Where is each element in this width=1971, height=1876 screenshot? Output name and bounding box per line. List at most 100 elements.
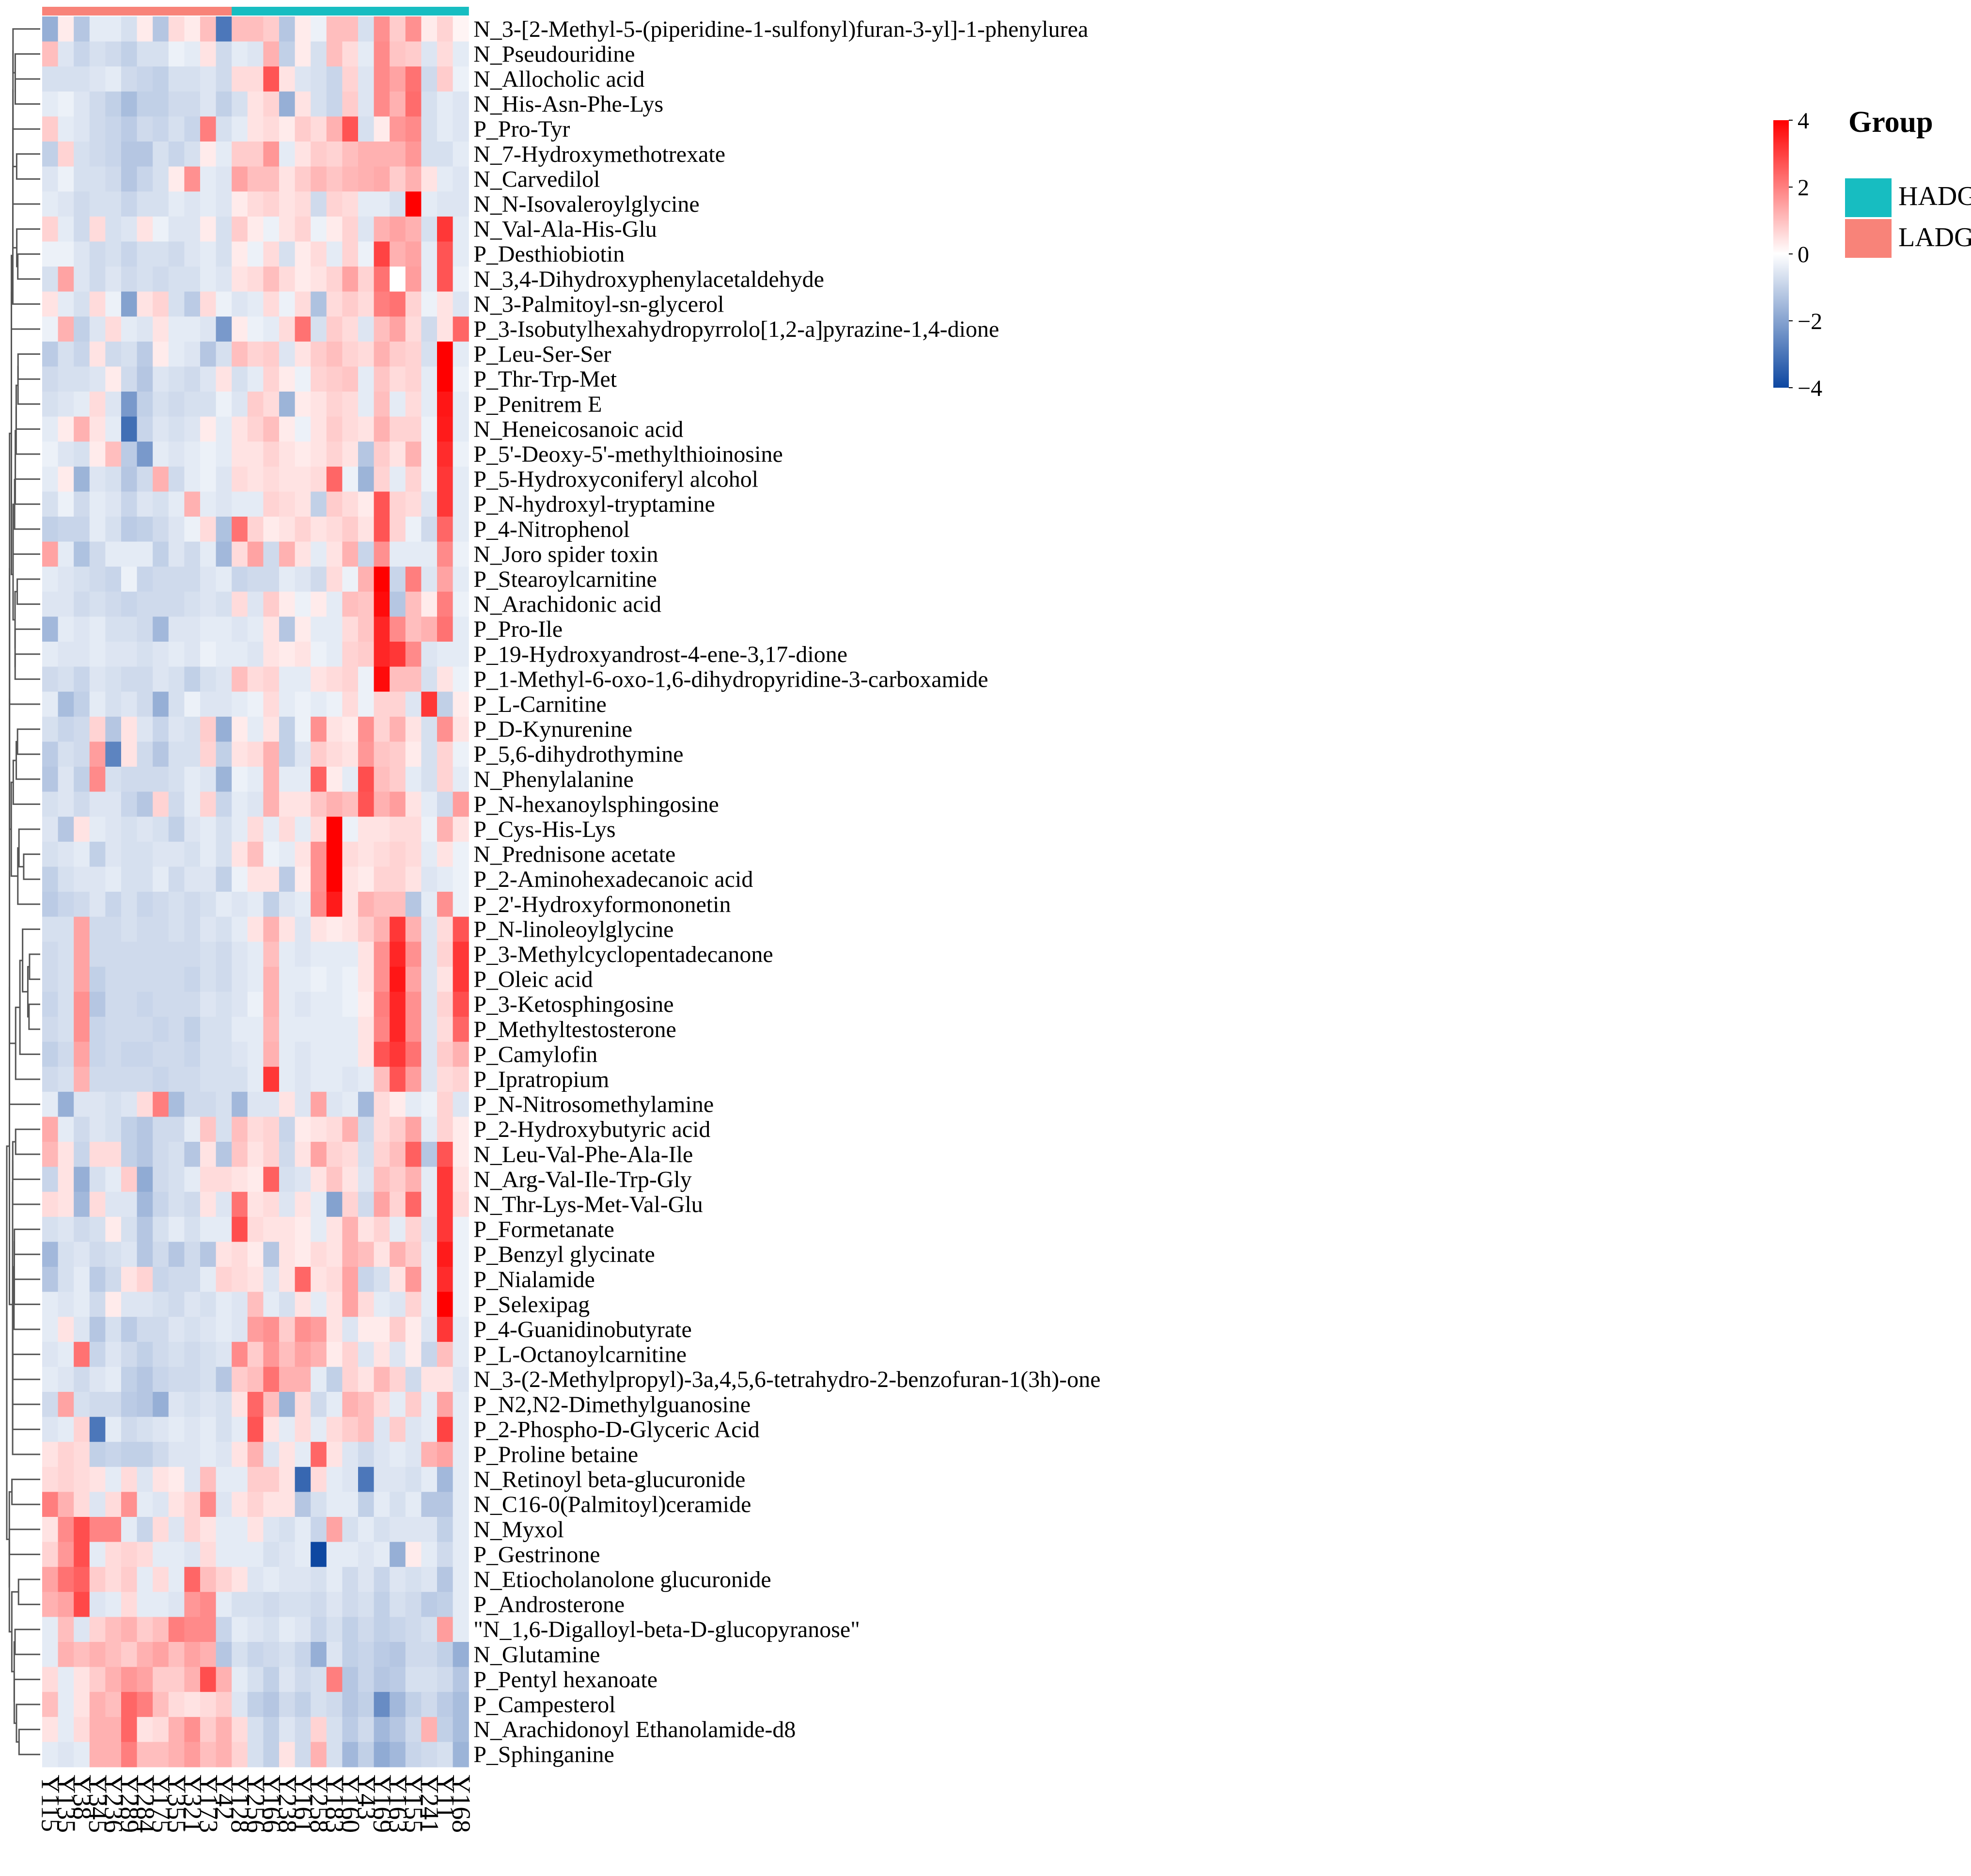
heatmap-cell [200,366,217,392]
heatmap-cell [42,916,59,942]
heatmap-cell [105,1492,122,1517]
heatmap-cell [247,1367,264,1392]
heatmap-cell [42,142,59,167]
heatmap-cell [42,1216,59,1242]
heatmap-cell [232,267,248,292]
heatmap-cell [247,1517,264,1543]
heatmap-cell [153,1592,169,1617]
heatmap-cell [437,41,454,67]
heatmap-cell [311,316,327,342]
heatmap-cell [421,1242,438,1267]
heatmap-cell [42,1466,59,1492]
heatmap-cell [342,666,359,692]
heatmap-cell [232,491,248,517]
heatmap-cell [453,517,469,542]
heatmap-cell [168,716,185,742]
heatmap-cell [137,1216,153,1242]
heatmap-cell [121,1717,138,1742]
heatmap-cell [153,642,169,667]
heatmap-cell [121,791,138,817]
heatmap-cell [453,41,469,67]
heatmap-cell [216,867,232,892]
heatmap-cell [279,291,296,317]
heatmap-cell [216,1567,232,1592]
heatmap-cell [405,1317,422,1342]
heatmap-cell [311,642,327,667]
heatmap-cell [279,316,296,342]
heatmap-cell [42,1517,59,1543]
heatmap-cell [374,1292,390,1317]
row-label: P_Methyltestosterone [473,1017,676,1042]
heatmap-cell [390,1216,406,1242]
heatmap-cell [216,616,232,642]
heatmap-cell [200,116,217,142]
heatmap-cell [342,791,359,817]
heatmap-cell [263,116,280,142]
heatmap-cell [74,517,90,542]
heatmap-cell [405,1742,422,1767]
heatmap-cell [326,1091,343,1117]
heatmap-cell [137,1317,153,1342]
heatmap-cell [58,791,74,817]
heatmap-cell [153,66,169,92]
heatmap-cell [453,1417,469,1442]
heatmap-cell [137,191,153,217]
heatmap-cell [247,841,264,867]
heatmap-cell [295,1167,311,1192]
heatmap-cell [358,1417,375,1442]
heatmap-cell [421,541,438,567]
heatmap-cell [358,616,375,642]
heatmap-cell [405,241,422,267]
group-bar-cell [263,7,280,16]
heatmap-cell [74,616,90,642]
heatmap-cell [232,1292,248,1317]
row-labels: N_3-[2-Methyl-5-(piperidine-1-sulfonyl)f… [473,16,1100,1767]
heatmap-cell [437,1091,454,1117]
heatmap-cell [232,1216,248,1242]
heatmap-cell [342,1317,359,1342]
heatmap-cell [184,1717,201,1742]
heatmap-cell [437,1442,454,1467]
heatmap-cell [326,416,343,442]
group-bar-cell [74,7,90,16]
heatmap-cell [232,916,248,942]
heatmap-cell [247,567,264,592]
heatmap-cell [121,817,138,842]
heatmap-cell [247,791,264,817]
heatmap-cell [247,316,264,342]
heatmap-cell [358,767,375,792]
heatmap-cell [390,1592,406,1617]
heatmap-cell [232,1442,248,1467]
heatmap-cell [58,1317,74,1342]
heatmap-cell [390,1667,406,1692]
dendrogram-branch [12,1398,40,1455]
heatmap-cell [105,517,122,542]
heatmap-cell [279,642,296,667]
heatmap-cell [326,1117,343,1142]
heatmap-cell [74,1717,90,1742]
heatmap-cell [358,1192,375,1217]
heatmap-cell [137,1442,153,1467]
heatmap-cell [216,291,232,317]
heatmap-cell [74,441,90,467]
heatmap-cell [105,1742,122,1767]
row-label: N_Glutamine [473,1642,600,1668]
heatmap-cell [137,441,153,467]
heatmap-cell [168,1717,185,1742]
heatmap-cell [153,892,169,917]
heatmap-cell [153,767,169,792]
heatmap-cell [105,1367,122,1392]
heatmap-cell [137,1542,153,1567]
heatmap-cell [105,166,122,192]
heatmap-cell [421,1492,438,1517]
heatmap-cell [137,1642,153,1668]
heatmap-cell [405,116,422,142]
heatmap-cell [153,666,169,692]
heatmap-cell [105,316,122,342]
heatmap-cell [89,1067,106,1092]
heatmap-cell [74,1617,90,1642]
heatmap-cell [279,1091,296,1117]
heatmap-cell [89,966,106,992]
heatmap-cell [232,1717,248,1742]
dendrogram-branch [15,406,40,455]
